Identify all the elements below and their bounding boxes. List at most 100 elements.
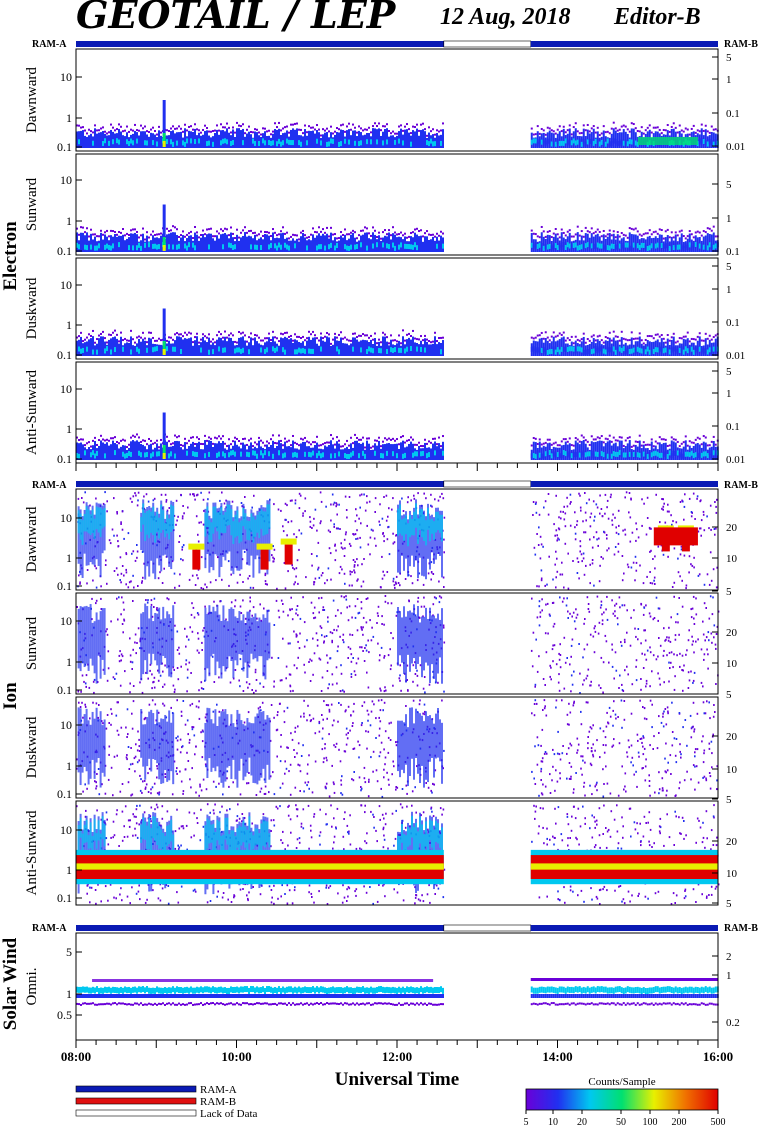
spectrogram-cell	[186, 450, 188, 456]
spectrogram-cell	[574, 122, 577, 125]
spectrogram-cell	[248, 244, 250, 250]
spectrogram-cell	[264, 582, 267, 585]
spectrogram-cell	[210, 518, 213, 568]
spectrogram-cell	[710, 528, 712, 531]
spectrogram-cell	[78, 439, 80, 442]
spectrogram-cell	[646, 575, 648, 578]
spectrogram-cell	[576, 245, 579, 251]
spectrogram-cell	[276, 346, 278, 352]
spectrogram-cell	[399, 584, 401, 587]
spectrogram-cell	[352, 141, 354, 147]
spectrogram-cell	[326, 670, 329, 672]
spectrogram-cell	[168, 507, 171, 509]
spectrogram-cell	[594, 234, 597, 252]
spectrogram-cell	[208, 244, 210, 250]
spectrogram-cell	[246, 443, 248, 446]
spectrogram-cell	[676, 440, 679, 443]
spectrogram-cell	[80, 442, 82, 460]
spectrogram-cell	[407, 523, 409, 547]
spectrogram-cell	[552, 244, 555, 250]
spectrogram-cell	[606, 236, 609, 252]
spectrogram-enhancement	[637, 137, 698, 145]
spectrogram-cell	[353, 533, 355, 536]
spectrogram-cell	[600, 346, 603, 352]
spectrogram-cell	[178, 125, 180, 128]
spectrogram-cell	[230, 573, 232, 576]
spectrogram-cell	[547, 493, 550, 495]
spectrogram-cell	[428, 452, 430, 458]
spectrogram-cell	[412, 125, 414, 128]
spectrogram-cell	[670, 231, 673, 234]
spectrogram-cell	[242, 347, 244, 353]
spectrogram-cell	[330, 232, 332, 252]
spectrogram-cell	[347, 619, 350, 622]
spectrogram-cell	[338, 128, 340, 131]
spectrogram-cell	[588, 498, 590, 501]
spectrogram-cell	[296, 559, 299, 562]
spectrogram-cell	[642, 582, 645, 585]
spectrogram-cell	[228, 452, 230, 458]
spectrogram-cell	[298, 128, 300, 131]
spectrogram-cell	[372, 453, 374, 459]
spectrogram-cell	[429, 515, 431, 570]
spectrogram-cell	[418, 572, 421, 575]
spectrogram-cell	[546, 244, 549, 250]
spectrogram-cell	[554, 233, 557, 252]
spectrogram-cell	[656, 347, 659, 353]
spectrogram-cell	[420, 451, 422, 457]
spectrogram-cell	[240, 348, 242, 354]
spectrogram-cell	[392, 577, 395, 580]
spectrogram-cell	[388, 507, 390, 510]
spectrogram-cell	[616, 234, 619, 252]
spectrogram-cell	[598, 453, 601, 459]
spectrogram-cell	[397, 504, 399, 573]
spectrogram-cell	[280, 233, 282, 252]
spectrogram-cell	[204, 233, 206, 236]
spectrogram-cell	[620, 347, 623, 353]
spectrogram-cell	[395, 575, 398, 578]
spectrogram-cell	[428, 126, 430, 129]
spectrogram-cell	[624, 139, 627, 145]
spectrogram-cell	[674, 450, 677, 456]
spectrogram-cell	[78, 124, 80, 127]
spectrogram-cell	[410, 236, 412, 252]
spectrogram-cell	[410, 346, 412, 352]
spectrogram-cell	[260, 339, 262, 342]
spectrogram-cell	[228, 584, 230, 587]
spectrogram-cell	[123, 619, 126, 622]
spectrogram-cell	[693, 566, 695, 569]
spectrogram-cell	[264, 348, 266, 354]
spectrogram-cell	[662, 505, 665, 508]
spectrogram-cell	[204, 141, 206, 147]
spectrogram-cell	[340, 231, 342, 234]
spectrogram-cell	[177, 678, 180, 681]
spectrogram-cell	[396, 233, 398, 236]
spectrogram-cell	[635, 522, 637, 525]
spectrogram-cell	[594, 438, 597, 441]
spectrogram-cell	[616, 346, 619, 352]
spectrogram-cell	[244, 242, 246, 248]
spectrogram-cell	[348, 233, 350, 236]
spectrogram-cell	[294, 129, 296, 148]
spectrogram-cell	[617, 533, 620, 536]
spectrogram-cell	[236, 242, 238, 248]
spectrogram-cell	[564, 346, 567, 352]
spectrogram-cell	[710, 342, 713, 356]
spectrogram-cell	[390, 438, 392, 441]
spectrogram-cell	[396, 453, 398, 459]
spectrogram-cell	[404, 129, 406, 148]
spectrogram-cell	[203, 509, 205, 512]
spectrogram-cell	[420, 605, 423, 608]
spectrogram-cell	[710, 140, 713, 146]
spectrogram-cell	[436, 340, 438, 343]
spectrogram-cell	[583, 573, 586, 576]
spectrogram-cell	[244, 452, 246, 458]
spectrogram-cell	[606, 537, 608, 540]
spectrogram-cell	[378, 436, 380, 439]
spectrogram-cell	[304, 129, 306, 148]
spectrogram-cell	[584, 531, 587, 534]
spectrogram-cell	[212, 235, 214, 238]
spectrogram-cell	[380, 341, 382, 344]
spectrogram-cell	[116, 333, 118, 336]
panel-frame	[75, 48, 719, 152]
